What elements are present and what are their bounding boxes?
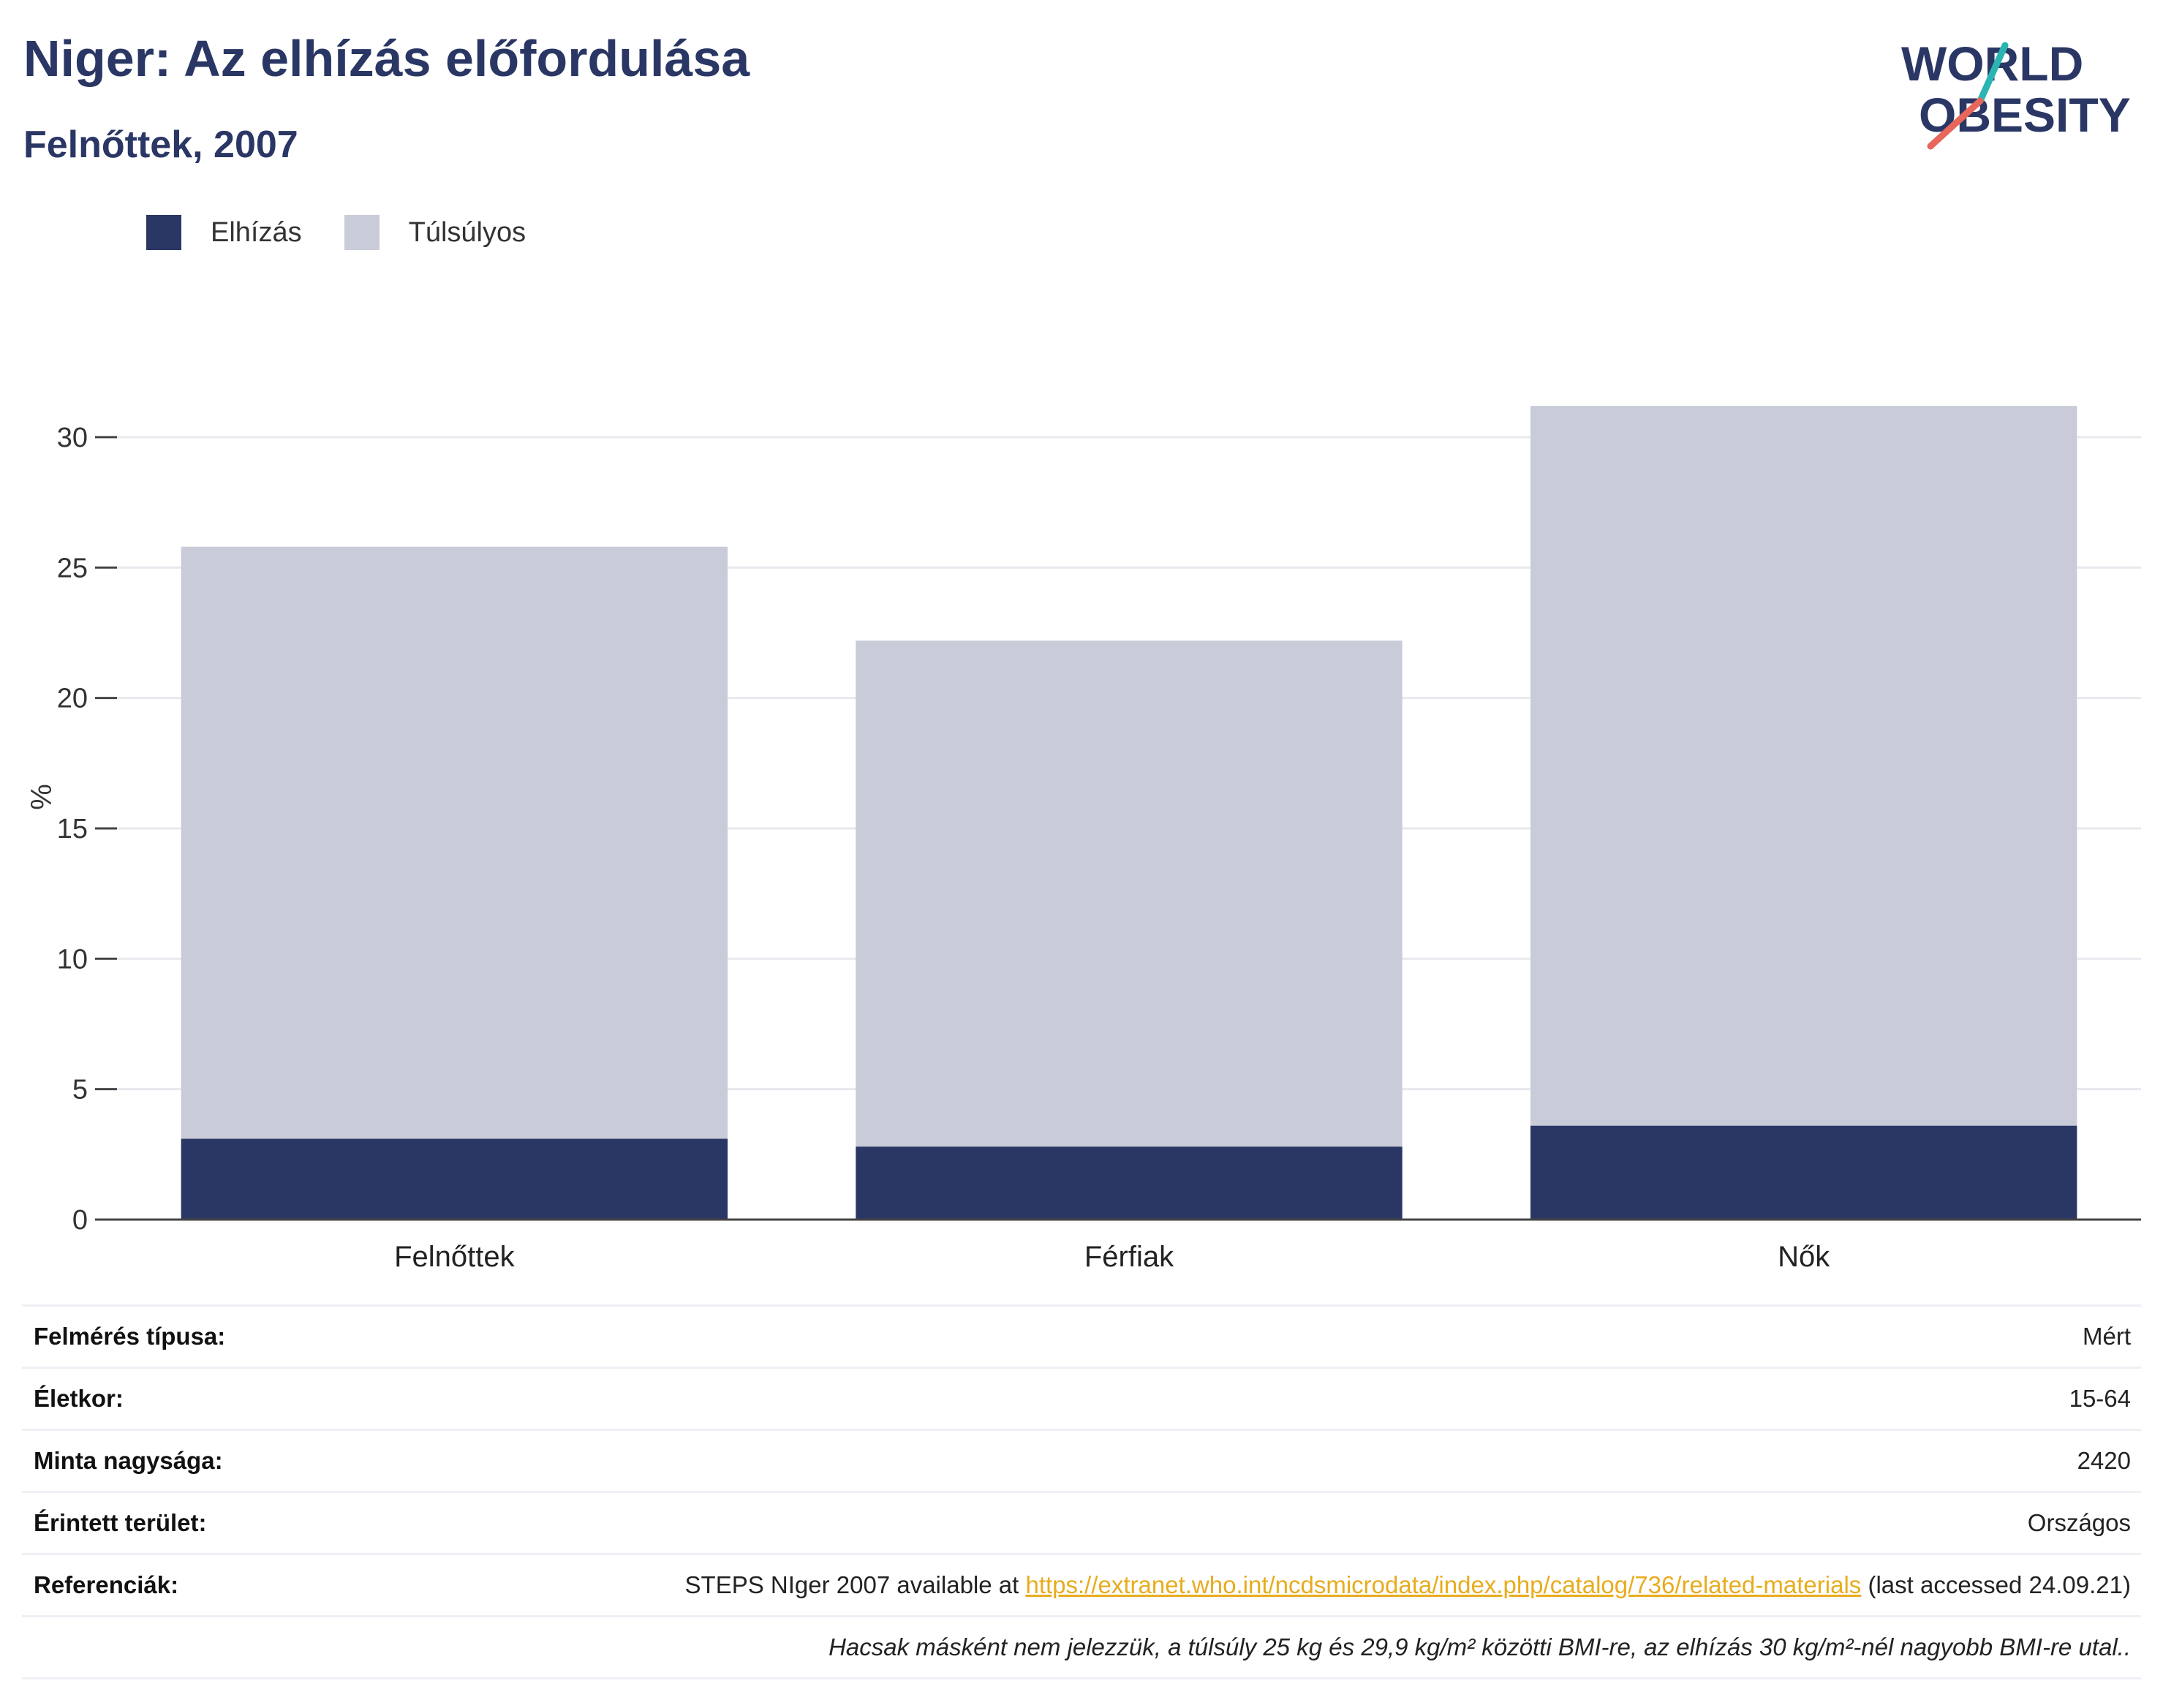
info-row-references: Referenciák: STEPS NIger 2007 available … — [22, 1553, 2141, 1615]
x-tick-label: Nők — [1778, 1241, 1830, 1273]
y-tick-label: 5 — [72, 1075, 88, 1106]
page-title: Niger: Az elhízás előfordulása — [23, 30, 750, 87]
info-row-survey-type: Felmérés típusa: Mért — [22, 1304, 2141, 1367]
legend-label-obesity: Elhízás — [211, 216, 302, 248]
bar-obesity-2 — [1530, 1125, 2077, 1220]
legend: Elhízás Túlsúlyos — [146, 215, 568, 250]
logo-slash-coral — [1927, 97, 1984, 150]
legend-swatch-obesity — [146, 215, 181, 250]
y-tick-label: 10 — [57, 944, 88, 975]
y-tick-label: 0 — [72, 1205, 88, 1236]
bar-obesity-1 — [856, 1146, 1403, 1220]
bar-overweight-2 — [1530, 406, 2077, 1126]
info-key: Felmérés típusa: — [34, 1323, 226, 1350]
y-tick-label: 20 — [57, 684, 88, 714]
reference-prefix: STEPS NIger 2007 available at — [684, 1571, 1026, 1598]
y-tick-label: 25 — [57, 553, 88, 583]
info-table: Felmérés típusa: Mért Életkor: 15-64 Min… — [22, 1304, 2141, 1679]
reference-link[interactable]: https://extranet.who.int/ncdsmicrodata/i… — [1025, 1571, 1862, 1598]
legend-label-overweight: Túlsúlyos — [408, 216, 526, 248]
info-row-sample-size: Minta nagysága: 2420 — [22, 1429, 2141, 1491]
info-value: Mért — [2083, 1323, 2131, 1350]
bar-chart: 0 5 10 15 20 25 30% Felnőttek Férfiak Nők — [26, 406, 2141, 1273]
info-key: Minta nagysága: — [34, 1447, 223, 1474]
x-tick-label: Férfiak — [1084, 1241, 1174, 1273]
info-value: 2420 — [2077, 1447, 2131, 1474]
y-tick-label: 30 — [57, 423, 88, 453]
logo-line2: OBESITY — [1919, 88, 2131, 142]
info-row-note: Hacsak másként nem jelezzük, a túlsúly 2… — [22, 1615, 2141, 1679]
x-tick-label: Felnőttek — [394, 1241, 516, 1273]
logo-slash-teal — [1977, 42, 2009, 105]
y-axis-label: % — [26, 784, 58, 810]
info-key: Érintett terület: — [34, 1509, 207, 1536]
info-value: 15-64 — [2069, 1385, 2131, 1412]
legend-swatch-overweight — [344, 215, 380, 250]
bar-overweight-1 — [856, 640, 1403, 1147]
bar-overweight-0 — [181, 546, 728, 1139]
info-row-age: Életkor: 15-64 — [22, 1367, 2141, 1429]
y-tick-label: 15 — [57, 814, 88, 844]
info-key: Referenciák: — [34, 1571, 179, 1598]
definition-note: Hacsak másként nem jelezzük, a túlsúly 2… — [828, 1633, 2131, 1660]
info-value: Országos — [2027, 1509, 2131, 1536]
bar-obesity-0 — [181, 1138, 728, 1220]
reference-value: STEPS NIger 2007 available at https://ex… — [685, 1571, 2131, 1599]
info-row-area: Érintett terület: Országos — [22, 1491, 2141, 1553]
reference-suffix: (last accessed 24.09.21) — [1861, 1571, 2131, 1598]
legend-item-obesity[interactable]: Elhízás — [146, 215, 302, 250]
world-obesity-logo: WORLD OBESITY — [1901, 37, 2131, 150]
page-subtitle: Felnőttek, 2007 — [23, 124, 298, 166]
legend-item-overweight[interactable]: Túlsúlyos — [344, 215, 526, 250]
info-key: Életkor: — [34, 1385, 124, 1412]
